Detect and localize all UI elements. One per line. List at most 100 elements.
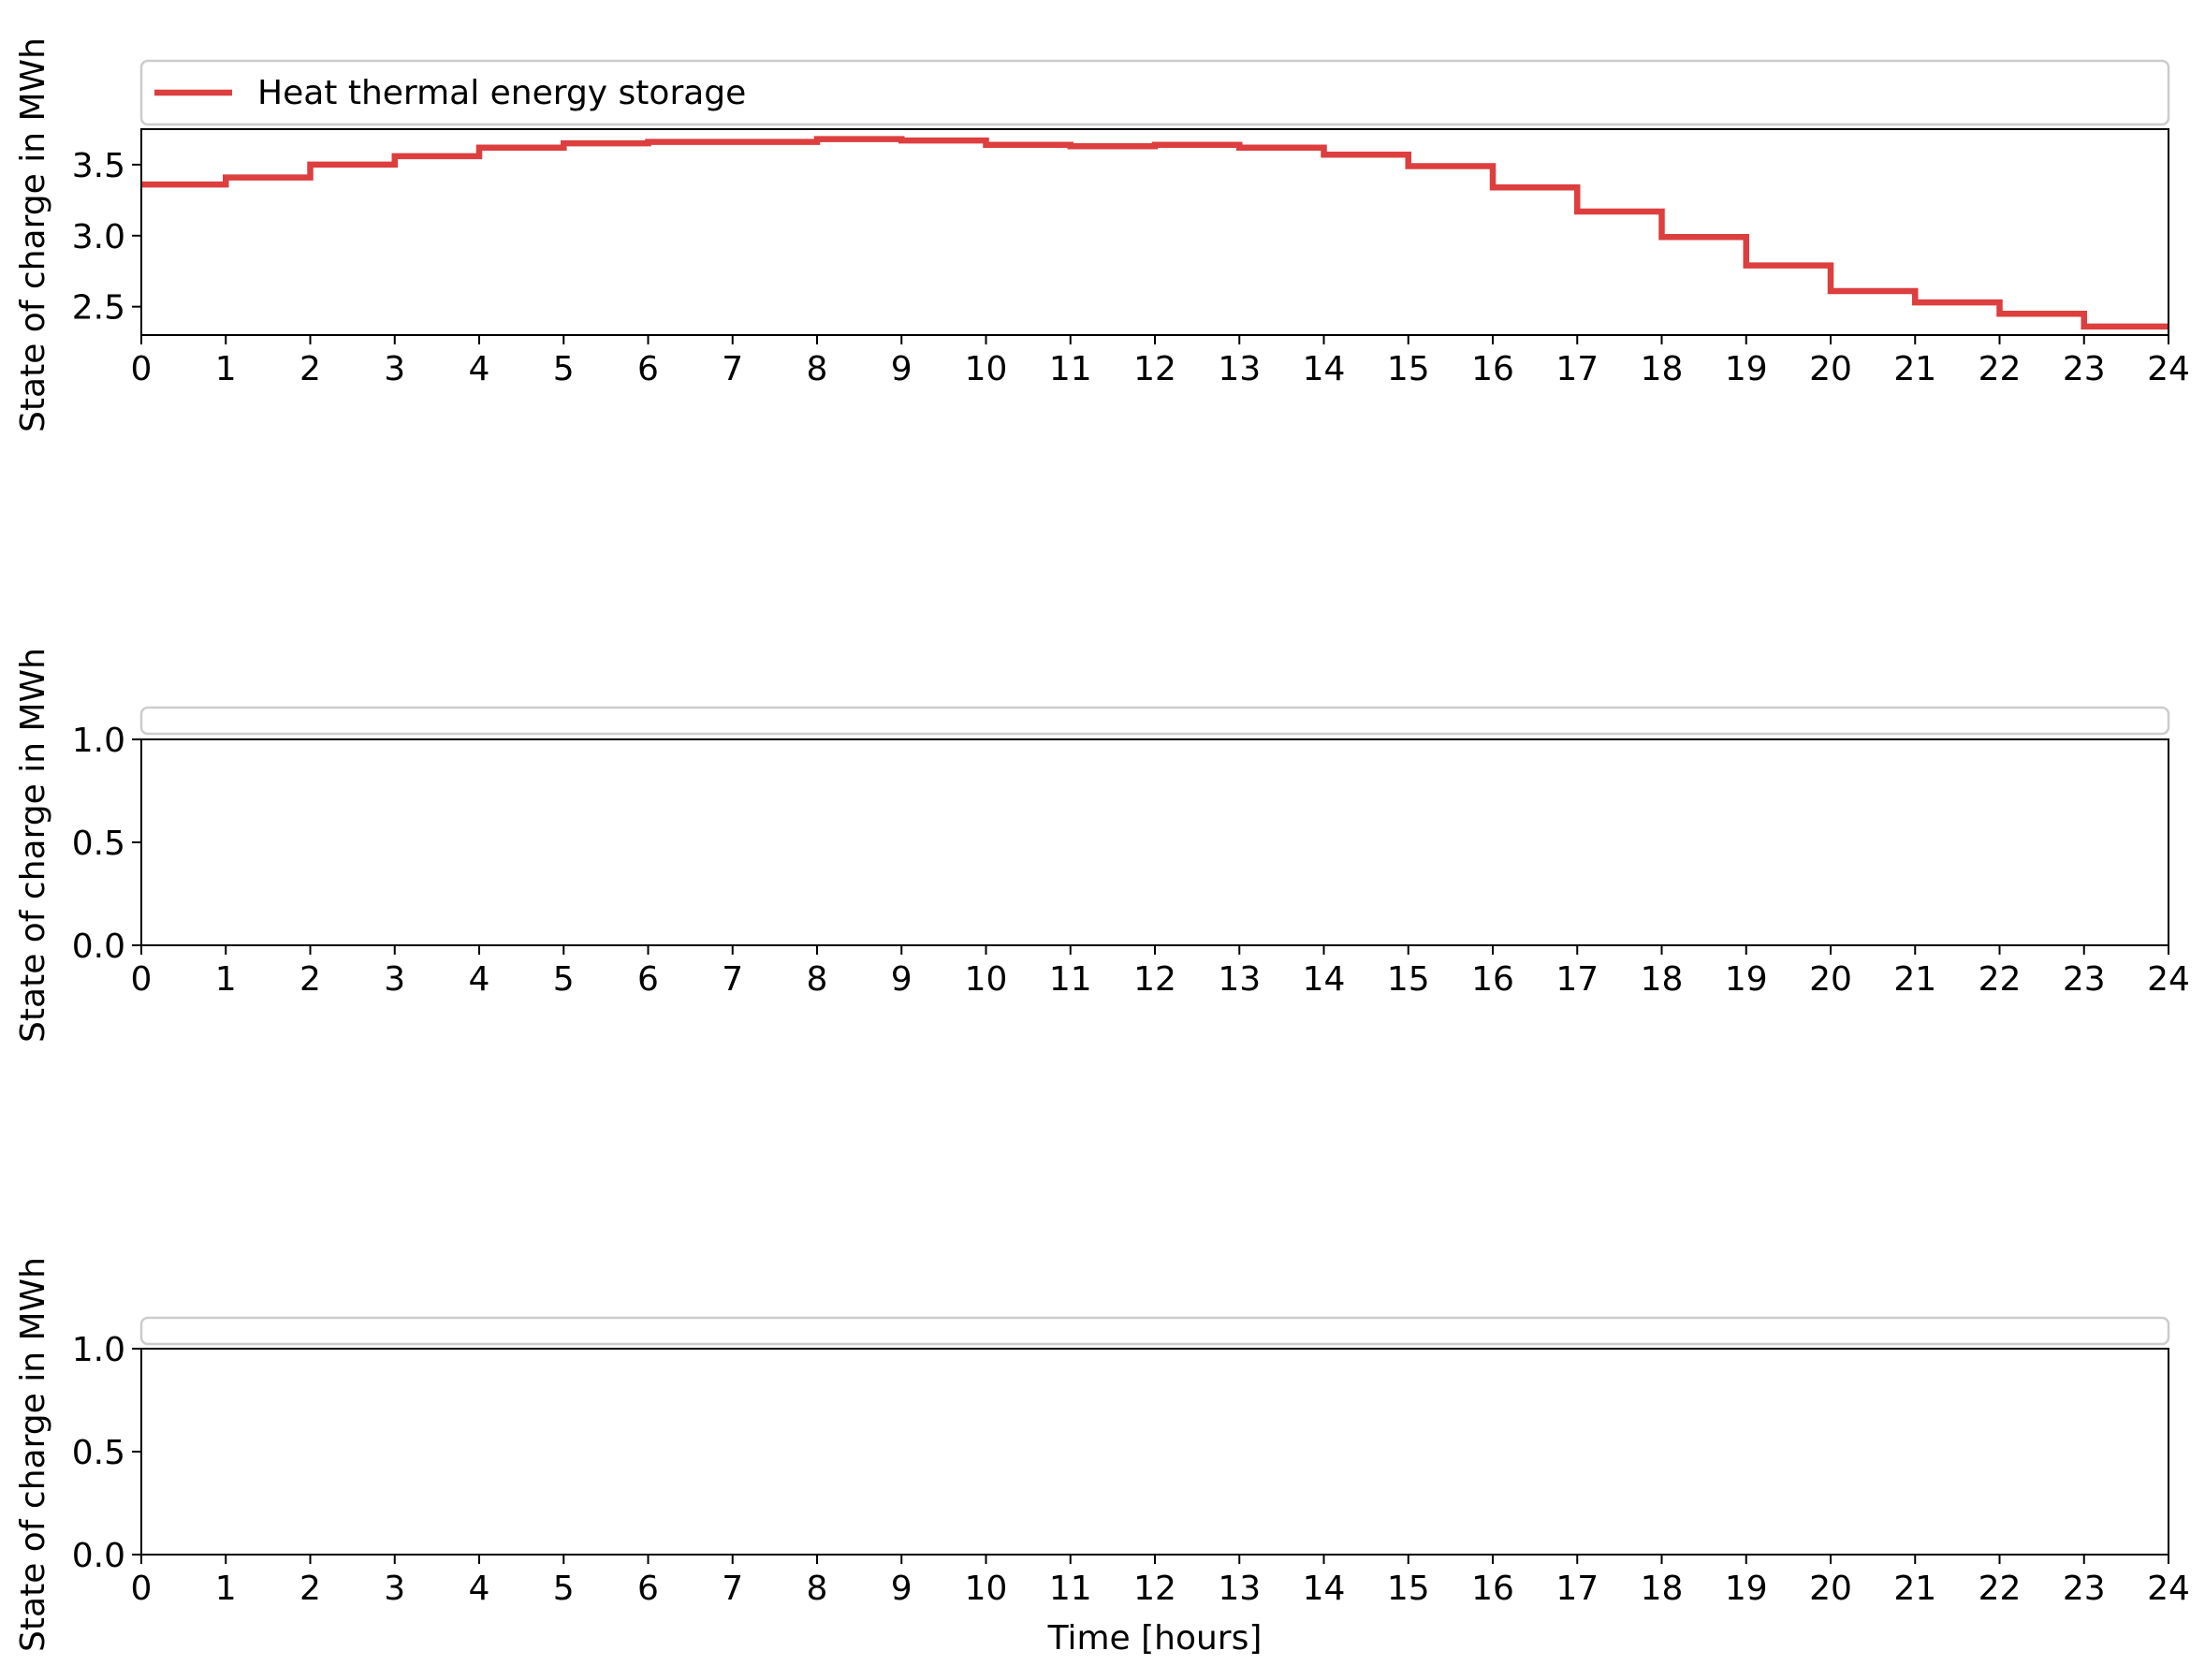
x-tick-label: 21 bbox=[1893, 1570, 1936, 1608]
x-axis-label: Time [hours] bbox=[1047, 1619, 1263, 1658]
y-tick-label: 0.0 bbox=[72, 1537, 125, 1575]
x-tick-label: 15 bbox=[1387, 1570, 1430, 1608]
x-tick-label: 7 bbox=[722, 1570, 743, 1608]
legend-box bbox=[139, 59, 2170, 126]
legend-label: Heat thermal energy storage bbox=[257, 74, 746, 112]
x-tick-label: 23 bbox=[2063, 350, 2106, 388]
x-tick-label: 5 bbox=[553, 960, 575, 999]
legend-box bbox=[139, 1316, 2170, 1346]
x-tick-label: 8 bbox=[807, 1570, 828, 1608]
plot-frame bbox=[140, 738, 2169, 946]
x-tick-label: 22 bbox=[1979, 1570, 2022, 1608]
x-tick-label: 17 bbox=[1555, 960, 1599, 999]
x-tick-label: 11 bbox=[1049, 1570, 1092, 1608]
x-tick-label: 16 bbox=[1471, 960, 1514, 999]
subplot-2: 0 1 2 3 4 5 6 7 8 9 10 11 12 13 14 15 16 17 18 19 20 21 22 23 24… bbox=[14, 648, 2190, 1043]
x-tick-label: 0 bbox=[131, 1570, 153, 1608]
y-tick-label: 3.5 bbox=[72, 147, 125, 185]
x-tick-label: 21 bbox=[1893, 960, 1936, 999]
x-tick-label: 13 bbox=[1218, 1570, 1261, 1608]
x-tick-label: 24 bbox=[2147, 1570, 2190, 1608]
x-tick-label: 15 bbox=[1387, 960, 1430, 999]
x-tick-label: 3 bbox=[384, 350, 405, 388]
x-tick-label: 22 bbox=[1979, 960, 2022, 999]
x-tick-label: 23 bbox=[2063, 960, 2106, 999]
x-tick-label: 14 bbox=[1303, 960, 1346, 999]
x-tick-label: 1 bbox=[215, 350, 237, 388]
x-tick-label: 9 bbox=[891, 350, 913, 388]
series-line bbox=[141, 136, 2168, 330]
x-tick-label: 14 bbox=[1303, 350, 1346, 388]
x-tick-label: 7 bbox=[722, 960, 743, 999]
x-tick-label: 8 bbox=[807, 960, 828, 999]
x-tick-label: 6 bbox=[637, 960, 659, 999]
x-tick-label: 5 bbox=[553, 350, 575, 388]
y-tick-label: 0.5 bbox=[72, 1434, 125, 1472]
x-tick-label: 3 bbox=[384, 960, 405, 999]
y-axis-label: State of charge in MWh bbox=[14, 648, 52, 1043]
x-tick-label: 19 bbox=[1725, 350, 1768, 388]
y-tick-label: 1.0 bbox=[72, 1331, 125, 1369]
x-tick-label: 1 bbox=[215, 960, 237, 999]
x-tick-label: 6 bbox=[637, 1570, 659, 1608]
x-tick-label: 24 bbox=[2147, 350, 2190, 388]
x-tick-label: 16 bbox=[1471, 350, 1514, 388]
x-tick-label: 18 bbox=[1641, 350, 1684, 388]
x-tick-label: 12 bbox=[1133, 1570, 1176, 1608]
y-tick-label: 2.5 bbox=[72, 289, 125, 328]
x-tick-label: 11 bbox=[1049, 960, 1092, 999]
x-tick-label: 1 bbox=[215, 1570, 237, 1608]
x-tick-label: 18 bbox=[1641, 1570, 1684, 1608]
x-tick-label: 12 bbox=[1133, 350, 1176, 388]
x-tick-label: 2 bbox=[299, 1570, 321, 1608]
x-tick-label: 8 bbox=[807, 350, 828, 388]
x-tick-label: 24 bbox=[2147, 960, 2190, 999]
x-tick-label: 20 bbox=[1809, 350, 1852, 388]
x-tick-label: 16 bbox=[1471, 1570, 1514, 1608]
x-tick-label: 10 bbox=[965, 1570, 1008, 1608]
x-tick-label: 0 bbox=[131, 350, 153, 388]
x-tick-label: 2 bbox=[299, 350, 321, 388]
x-tick-label: 9 bbox=[891, 960, 913, 999]
x-tick-label: 19 bbox=[1725, 1570, 1768, 1608]
x-tick-label: 17 bbox=[1555, 350, 1599, 388]
x-tick-label: 10 bbox=[965, 960, 1008, 999]
x-tick-label: 13 bbox=[1218, 350, 1261, 388]
x-tick-label: 10 bbox=[965, 350, 1008, 388]
x-tick-label: 23 bbox=[2063, 1570, 2106, 1608]
legend-box bbox=[139, 706, 2170, 736]
y-axis-label: State of charge in MWh bbox=[14, 37, 52, 432]
x-tick-label: 19 bbox=[1725, 960, 1768, 999]
plot-frame bbox=[140, 1348, 2169, 1556]
x-tick-label: 18 bbox=[1641, 960, 1684, 999]
x-tick-label: 5 bbox=[553, 1570, 575, 1608]
x-tick-label: 12 bbox=[1133, 960, 1176, 999]
x-tick-label: 13 bbox=[1218, 960, 1261, 999]
x-tick-label: 22 bbox=[1979, 350, 2022, 388]
y-tick-label: 3.0 bbox=[72, 218, 125, 256]
x-tick-label: 2 bbox=[299, 960, 321, 999]
x-tick-label: 15 bbox=[1387, 350, 1430, 388]
x-tick-label: 4 bbox=[469, 350, 490, 388]
x-tick-label: 20 bbox=[1809, 960, 1852, 999]
y-tick-label: 1.0 bbox=[72, 722, 125, 760]
subplot-3: 0 1 2 3 4 5 6 7 8 9 10 11 12 13 14 15 16 17 18 19 20 21 22 23 24… bbox=[14, 1257, 2190, 1658]
x-tick-label: 7 bbox=[722, 350, 743, 388]
x-tick-label: 6 bbox=[637, 350, 659, 388]
x-tick-label: 14 bbox=[1303, 1570, 1346, 1608]
x-tick-label: 9 bbox=[891, 1570, 913, 1608]
x-tick-label: 21 bbox=[1893, 350, 1936, 388]
x-tick-label: 11 bbox=[1049, 350, 1092, 388]
x-tick-label: 3 bbox=[384, 1570, 405, 1608]
y-tick-label: 0.0 bbox=[72, 928, 125, 966]
x-tick-label: 20 bbox=[1809, 1570, 1852, 1608]
x-tick-label: 4 bbox=[469, 960, 490, 999]
x-tick-label: 0 bbox=[131, 960, 153, 999]
y-axis-label: State of charge in MWh bbox=[14, 1257, 52, 1652]
y-tick-label: 0.5 bbox=[72, 825, 125, 863]
x-tick-label: 4 bbox=[469, 1570, 490, 1608]
x-tick-label: 17 bbox=[1555, 1570, 1599, 1608]
plot-frame bbox=[140, 128, 2169, 336]
